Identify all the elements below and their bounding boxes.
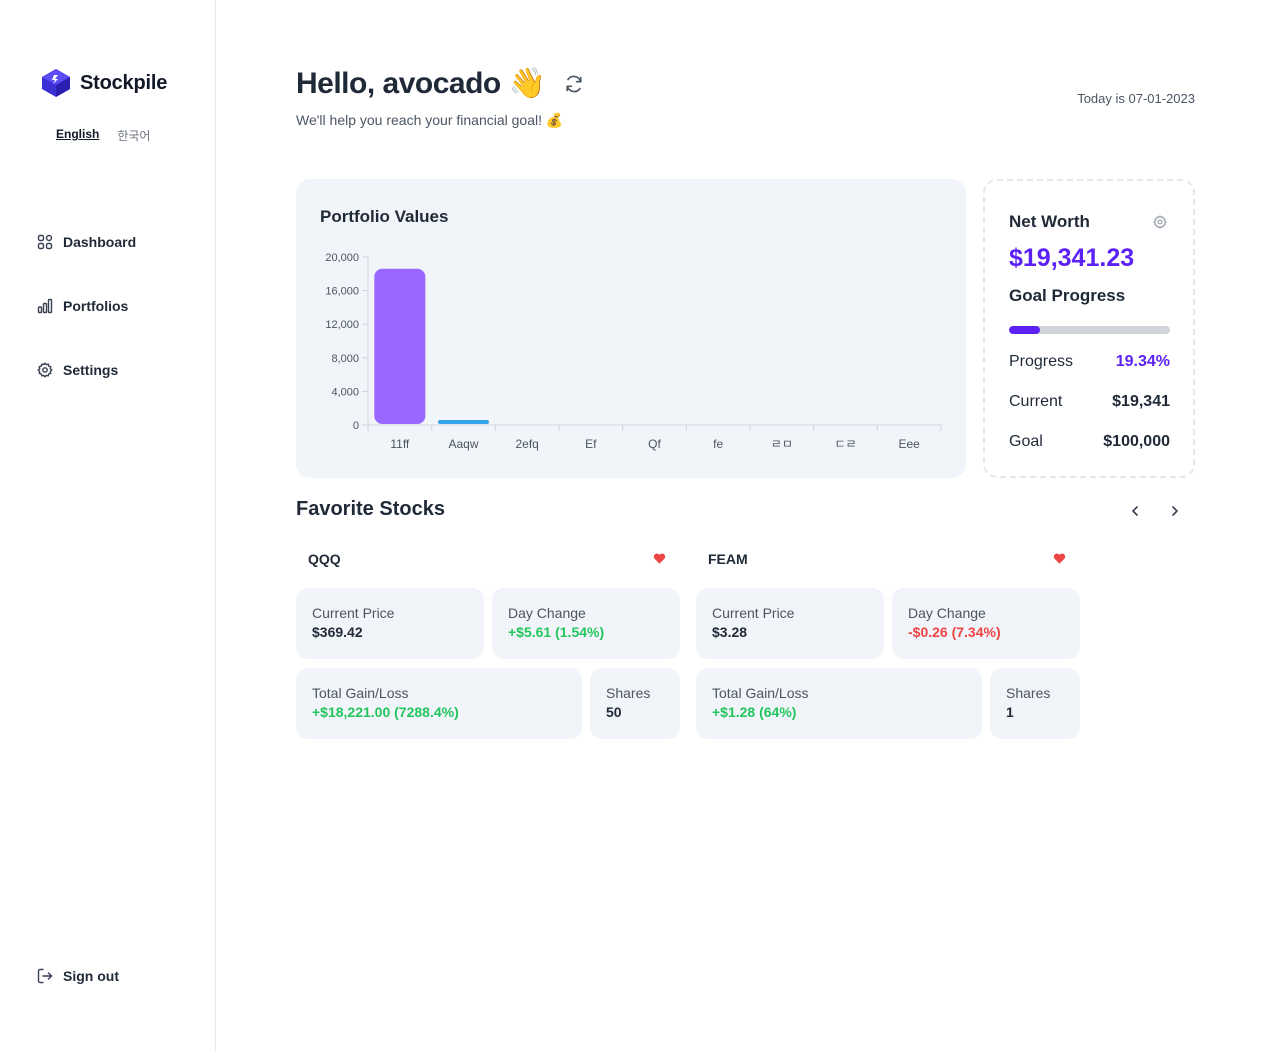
y-tick-label: 16,000 xyxy=(325,286,359,298)
current-label: Current xyxy=(1009,393,1063,410)
y-tick-label: 12,000 xyxy=(325,319,359,331)
day-change-tile: Day Change -$0.26 (7.34%) xyxy=(892,588,1080,659)
x-tick-label: Ef xyxy=(585,437,597,451)
day-change-tile: Day Change +$5.61 (1.54%) xyxy=(492,588,680,659)
progress-row: Progress 19.34% xyxy=(1009,353,1170,371)
x-tick-label: ㄹㅁ xyxy=(771,437,793,451)
app-name: Stockpile xyxy=(80,71,168,94)
nav-dashboard-label: Dashboard xyxy=(63,234,137,250)
net-worth-card: Net Worth $19,341.23 Goal Progress Progr… xyxy=(983,179,1195,478)
goal-label: Goal xyxy=(1009,433,1043,450)
today-date: Today is 07-01-2023 xyxy=(1077,91,1195,106)
gear-icon xyxy=(37,362,53,378)
heart-icon[interactable] xyxy=(653,552,666,565)
shares-value: 50 xyxy=(606,704,622,720)
nav-settings[interactable]: Settings xyxy=(37,362,118,378)
x-tick-label: Qf xyxy=(648,437,661,451)
net-worth-title: Net Worth xyxy=(1009,212,1090,231)
current-value: $19,341 xyxy=(1112,393,1170,410)
bar-Aaqw xyxy=(438,419,489,424)
sign-out-button[interactable]: Sign out xyxy=(37,968,119,984)
stockpile-logo-icon xyxy=(42,69,70,97)
x-tick-label: Eee xyxy=(898,437,920,451)
goal-row: Goal $100,000 xyxy=(1009,433,1170,451)
stock-symbol: QQQ xyxy=(308,551,341,567)
sign-out-label: Sign out xyxy=(63,968,119,984)
shares-tile: Shares 1 xyxy=(990,668,1080,739)
logo[interactable]: Stockpile xyxy=(40,67,167,99)
portfolio-values-chart: 0 4,000 8,000 12,000 16,000 20,000 11ff Aaqw 2ef… xyxy=(325,252,942,451)
x-tick-label: 11ff xyxy=(390,437,410,451)
y-tick-label: 20,000 xyxy=(325,252,359,264)
x-tick-label: Aaqw xyxy=(448,437,478,451)
y-tick-label: 0 xyxy=(353,420,359,432)
net-worth-value: $19,341.23 xyxy=(1009,244,1135,272)
total-gain-label: Total Gain/Loss xyxy=(312,685,409,701)
goal-progress-bar xyxy=(1009,326,1170,334)
favorite-stocks-title: Favorite Stocks xyxy=(296,498,445,520)
x-tick-label: fe xyxy=(713,437,723,451)
day-change-value: -$0.26 (7.34%) xyxy=(908,624,1001,640)
current-price-label: Current Price xyxy=(712,605,795,621)
progress-value: 19.34% xyxy=(1115,353,1170,370)
grid-icon xyxy=(37,234,53,250)
bar-chart-icon xyxy=(37,298,53,314)
shares-value: 1 xyxy=(1006,704,1014,720)
sign-out-icon xyxy=(37,968,53,984)
chevron-left-icon[interactable] xyxy=(1127,503,1143,519)
chevron-right-icon[interactable] xyxy=(1167,503,1183,519)
current-price-tile: Current Price $3.28 xyxy=(696,588,884,659)
nav-dashboard[interactable]: Dashboard xyxy=(37,234,136,250)
x-tick-label: 2efq xyxy=(515,437,538,451)
greeting: Hello, avocado 👋 xyxy=(296,66,585,101)
language-switcher: English 한국어 xyxy=(56,127,150,144)
shares-label: Shares xyxy=(606,685,651,701)
stock-symbol: FEAM xyxy=(708,551,748,567)
stock-header: QQQ xyxy=(296,540,680,580)
y-tick-label: 4,000 xyxy=(331,386,359,398)
sidebar: Stockpile English 한국어 Dashboard Portfoli… xyxy=(0,0,216,1051)
progress-label: Progress xyxy=(1009,353,1074,370)
current-price-value: $3.28 xyxy=(712,624,748,640)
language-english[interactable]: English xyxy=(56,127,100,141)
portfolio-values-title: Portfolio Values xyxy=(320,207,449,226)
day-change-label: Day Change xyxy=(508,605,586,621)
current-price-label: Current Price xyxy=(312,605,395,621)
bar-11ff xyxy=(374,268,426,424)
current-price-tile: Current Price $369.42 xyxy=(296,588,484,659)
page-subtitle: We'll help you reach your financial goal… xyxy=(296,112,564,128)
stock-header: FEAM xyxy=(696,540,1080,580)
total-gain-label: Total Gain/Loss xyxy=(712,685,809,701)
current-price-value: $369.42 xyxy=(312,624,363,640)
total-gain-value: +$1.28 (64%) xyxy=(712,704,797,720)
total-gain-tile: Total Gain/Loss +$18,221.00 (7288.4%) xyxy=(296,668,582,739)
stock-card-feam[interactable]: FEAM Current Price $3.28 Day Change -$0.… xyxy=(696,540,1080,739)
nav-portfolios[interactable]: Portfolios xyxy=(37,298,128,314)
refresh-icon[interactable] xyxy=(563,73,585,95)
shares-label: Shares xyxy=(1006,685,1051,701)
page-title: Hello, avocado 👋 xyxy=(296,67,546,100)
day-change-label: Day Change xyxy=(908,605,986,621)
nav-settings-label: Settings xyxy=(63,362,119,378)
goal-value: $100,000 xyxy=(1103,433,1170,450)
x-tick-label: ㄷㄹ xyxy=(834,437,856,451)
nav-portfolios-label: Portfolios xyxy=(63,298,129,314)
heart-icon[interactable] xyxy=(1053,552,1066,565)
current-row: Current $19,341 xyxy=(1009,393,1170,411)
portfolio-values-card: Portfolio Values 0 4,000 8,000 12,000 16,000… xyxy=(296,179,966,478)
total-gain-value: +$18,221.00 (7288.4%) xyxy=(312,704,459,720)
stock-card-qqq[interactable]: QQQ Current Price $369.42 Day Change +$5… xyxy=(296,540,680,739)
goal-progress-fill xyxy=(1009,326,1041,334)
goal-progress-title: Goal Progress xyxy=(1009,286,1126,305)
settings-gear-icon[interactable] xyxy=(1153,215,1167,229)
day-change-value: +$5.61 (1.54%) xyxy=(508,624,605,640)
shares-tile: Shares 50 xyxy=(590,668,680,739)
total-gain-tile: Total Gain/Loss +$1.28 (64%) xyxy=(696,668,982,739)
y-tick-label: 8,000 xyxy=(331,353,359,365)
language-korean[interactable]: 한국어 xyxy=(117,129,151,143)
